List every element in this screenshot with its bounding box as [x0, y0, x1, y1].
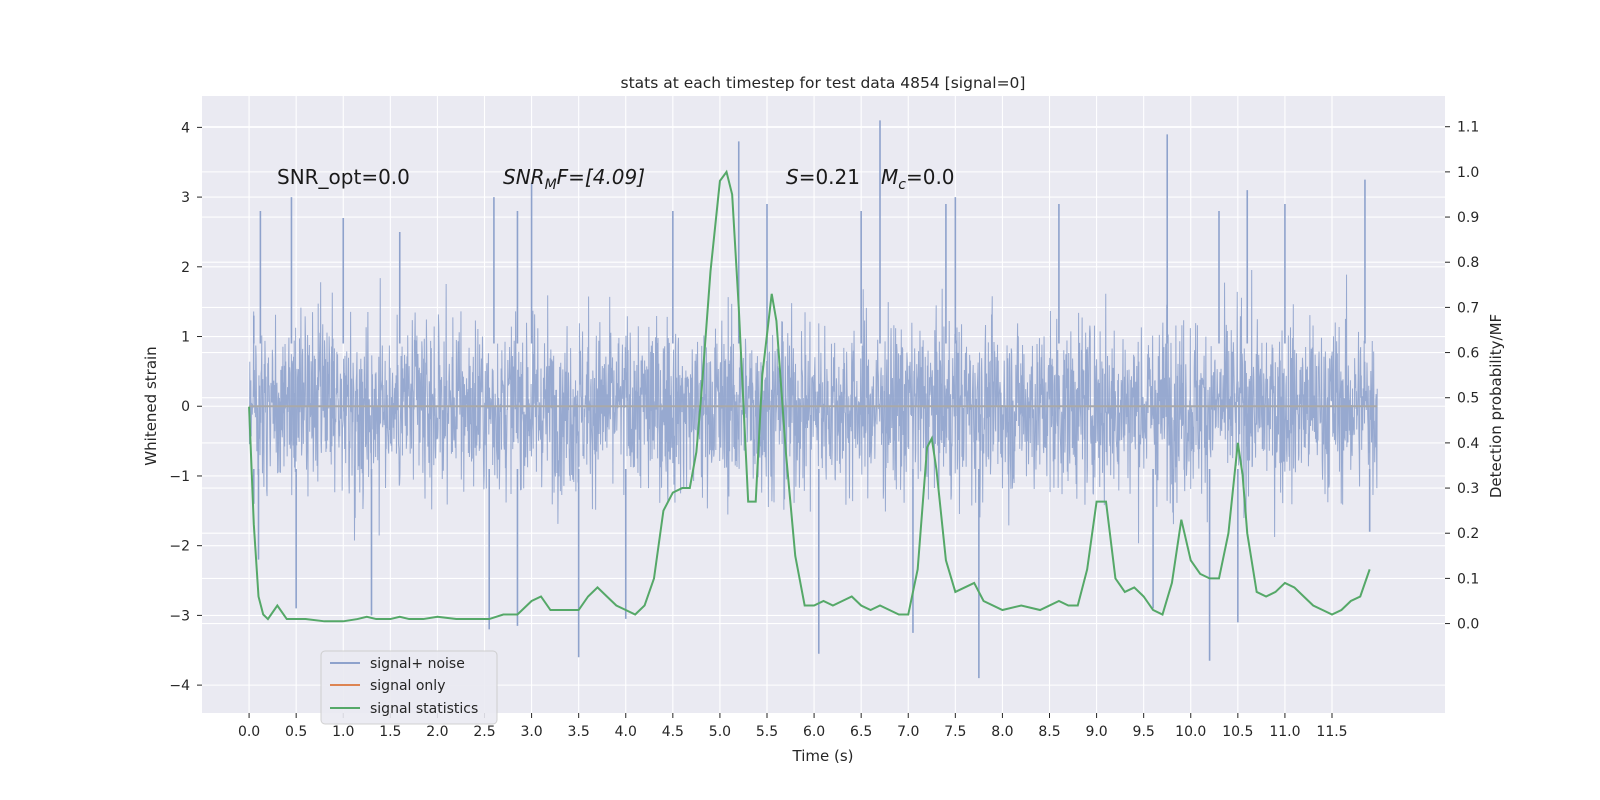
annotation-snr-opt: SNR_opt=0.0: [277, 165, 410, 189]
annotation-snr-mf-rest: F=[4.09]: [557, 165, 645, 189]
annotation-snr-mf-subscript: M: [545, 177, 557, 193]
x-tick-label-8: 4.0: [615, 724, 637, 740]
x-tick-label-16: 8.0: [991, 724, 1013, 740]
signal-plus-noise-series: [248, 120, 1378, 679]
left-y-axis-label: Whitened strain: [142, 346, 160, 465]
x-tick-label-0: 0.0: [238, 724, 260, 740]
annotation-s-symbol: S: [786, 165, 799, 189]
annotation-snr-mf-symbol: SNR: [503, 165, 545, 189]
annotation-mc-symbol: M: [881, 165, 898, 189]
x-axis-label: Time (s): [792, 747, 854, 765]
y-right-tick-label-3: 0.3: [1457, 481, 1479, 497]
y-left-tick-label-6: 2: [181, 260, 190, 276]
x-axis-ticks: 0.0 0.5 1.0 1.5 2.0 2.5 3.0 3.5 4.0 4.5 5.0 5.5 6.0 6…: [238, 713, 1348, 740]
y-left-tick-label-0: −4: [169, 678, 190, 694]
x-tick-label-22: 11.0: [1269, 724, 1300, 740]
y-right-tick-label-2: 0.2: [1457, 526, 1479, 542]
x-tick-label-9: 4.5: [662, 724, 684, 740]
annotation-s: S=0.21: [786, 165, 860, 189]
y-right-tick-label-5: 0.5: [1457, 391, 1479, 407]
y-left-tick-label-7: 3: [181, 190, 190, 206]
y-right-tick-label-6: 0.6: [1457, 346, 1479, 362]
x-tick-label-7: 3.5: [568, 724, 590, 740]
x-tick-label-21: 10.5: [1222, 724, 1253, 740]
legend-label-signal-statistics: signal statistics: [370, 701, 478, 717]
y-left-tick-label-5: 1: [181, 330, 190, 346]
x-tick-label-6: 3.0: [520, 724, 542, 740]
y-right-tick-label-0: 0.0: [1457, 617, 1479, 633]
x-tick-label-17: 8.5: [1038, 724, 1060, 740]
x-tick-label-1: 0.5: [285, 724, 307, 740]
x-tick-label-11: 5.5: [756, 724, 778, 740]
y-left-tick-label-2: −2: [169, 539, 190, 555]
y-right-tick-label-1: 0.1: [1457, 571, 1479, 587]
signal-statistics-series: [248, 169, 1371, 623]
x-tick-label-18: 9.0: [1085, 724, 1107, 740]
right-y-axis-label: Detection probability/MF: [1487, 314, 1505, 498]
x-tick-label-10: 5.0: [709, 724, 731, 740]
x-tick-label-15: 7.5: [944, 724, 966, 740]
annotation-mc-subscript: c: [898, 177, 906, 193]
x-tick-label-12: 6.0: [803, 724, 825, 740]
x-tick-label-5: 2.5: [473, 724, 495, 740]
y-right-tick-label-11: 1.1: [1457, 120, 1479, 136]
right-y-axis-ticks: 0.0 0.1 0.2 0.3 0.4 0.5 0.6 0.7 0.8 0.9 1.0 1.1: [1445, 120, 1479, 633]
annotation-mc-value: =0.0: [906, 165, 955, 189]
x-tick-label-20: 10.0: [1175, 724, 1206, 740]
left-y-axis-ticks: −4 −3 −2 −1 0 1 2 3 4: [169, 120, 202, 694]
x-tick-label-3: 1.5: [379, 724, 401, 740]
legend: signal+ noise signal only signal statist…: [320, 650, 498, 725]
legend-box: [320, 650, 498, 725]
annotation-snr-mf: SNRMF=[4.09]: [503, 165, 645, 193]
noise-trace: [248, 269, 1378, 544]
x-tick-label-2: 1.0: [332, 724, 354, 740]
x-tick-label-14: 7.0: [897, 724, 919, 740]
x-tick-label-19: 9.5: [1133, 724, 1155, 740]
annotation-s-value: =0.21: [799, 165, 860, 189]
y-right-tick-label-9: 0.9: [1457, 210, 1479, 226]
y-left-tick-label-3: −1: [169, 469, 190, 485]
y-left-tick-label-4: 0: [181, 399, 190, 415]
y-right-tick-label-7: 0.7: [1457, 300, 1479, 316]
y-right-tick-label-10: 1.0: [1457, 165, 1479, 181]
y-right-tick-label-4: 0.4: [1457, 436, 1479, 452]
legend-label-signal-only: signal only: [370, 678, 445, 694]
signal-statistics-line: [248, 169, 1371, 623]
y-left-tick-label-1: −3: [169, 608, 190, 624]
chart-title: stats at each timestep for test data 485…: [621, 74, 1026, 92]
y-left-tick-label-8: 4: [181, 120, 190, 136]
x-tick-label-4: 2.0: [426, 724, 448, 740]
x-tick-label-23: 11.5: [1316, 724, 1347, 740]
y-right-tick-label-8: 0.8: [1457, 255, 1479, 271]
annotation-mc: Mc=0.0: [881, 165, 955, 193]
legend-label-signal-plus-noise: signal+ noise: [370, 656, 465, 672]
x-tick-label-13: 6.5: [850, 724, 872, 740]
